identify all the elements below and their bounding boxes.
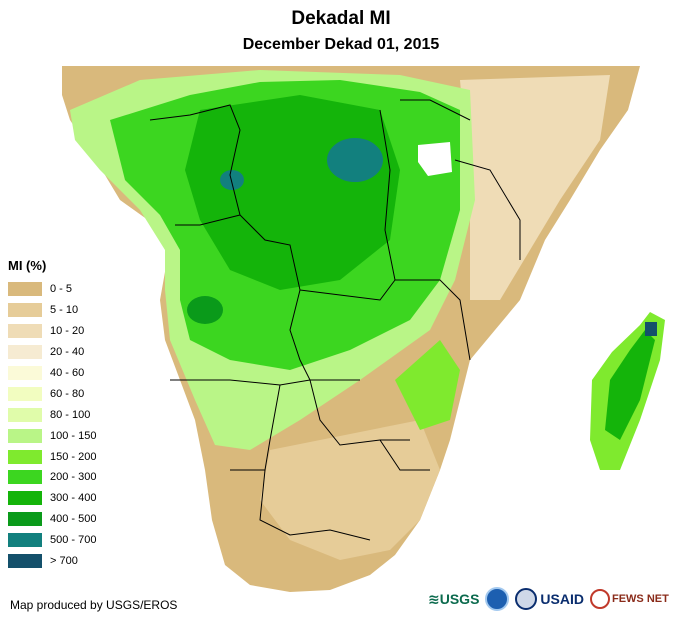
legend-label: 40 - 60 xyxy=(50,367,85,379)
legend-swatch xyxy=(8,533,42,548)
fews-circle-icon xyxy=(589,589,610,609)
legend-swatch xyxy=(8,366,42,380)
legend-item: 300 - 400 xyxy=(8,488,96,509)
legend-item: 20 - 40 xyxy=(8,342,96,363)
tan-transition-south xyxy=(260,420,440,560)
legend: MI (%) 0 - 5 5 - 10 10 - 20 20 - 40 40 - 60 6… xyxy=(8,258,96,571)
noaa-logo xyxy=(485,587,510,611)
legend-label: 150 - 200 xyxy=(50,450,97,463)
legend-label: 10 - 20 xyxy=(50,325,85,338)
legend-item: 100 - 150 xyxy=(8,425,96,446)
legend-swatch xyxy=(8,345,42,360)
legend-label: > 700 xyxy=(50,555,78,568)
legend-label: 80 - 100 xyxy=(50,408,91,421)
legend-label: 5 - 10 xyxy=(50,304,79,317)
legend-swatch xyxy=(8,554,42,569)
legend-swatch xyxy=(8,470,42,485)
mi-very-high-spot xyxy=(220,170,244,190)
lake-victoria xyxy=(418,142,452,176)
legend-label: 100 - 150 xyxy=(50,429,97,442)
usaid-seal-icon xyxy=(515,588,538,610)
mi-very-high-spot xyxy=(327,138,383,182)
legend-item: 0 - 5 xyxy=(8,279,96,300)
usgs-logo: ≋ USGS xyxy=(428,590,480,608)
credit-text: Map produced by USGS/EROS xyxy=(10,598,178,612)
legend-item: 60 - 80 xyxy=(8,383,96,404)
legend-swatch xyxy=(8,324,42,339)
legend-swatch xyxy=(8,282,42,297)
legend-item: 40 - 60 xyxy=(8,363,96,384)
mi-very-high-spot xyxy=(645,322,657,336)
legend-swatch xyxy=(8,428,42,443)
legend-item: 150 - 200 xyxy=(8,446,96,467)
legend-item: 500 - 700 xyxy=(8,530,96,551)
legend-swatch xyxy=(8,303,42,318)
legend-item: 400 - 500 xyxy=(8,509,96,530)
legend-title: MI (%) xyxy=(8,258,47,273)
legend-swatch xyxy=(8,386,42,401)
usaid-logo: USAID xyxy=(515,588,584,610)
legend-item: 80 - 100 xyxy=(8,404,96,425)
legend-swatch xyxy=(8,512,42,527)
madagascar-core xyxy=(605,330,655,440)
legend-label: 20 - 40 xyxy=(50,346,85,359)
legend-swatch xyxy=(8,491,42,506)
tan-transition-east xyxy=(460,75,610,300)
map-subtitle: December Dekad 01, 2015 xyxy=(242,36,440,53)
legend-label: 400 - 500 xyxy=(50,513,97,526)
legend-swatch xyxy=(8,407,42,422)
legend-label: 0 - 5 xyxy=(50,283,73,296)
mi-very-high-spot xyxy=(187,296,223,324)
mi-green-coast xyxy=(395,340,460,430)
fews-net-logo: FEWS NET xyxy=(589,589,669,609)
logo-strip: ≋ USGS USAID FEWS NET xyxy=(428,583,676,615)
legend-label: 60 - 80 xyxy=(50,387,85,400)
legend-item: 5 - 10 xyxy=(8,300,96,321)
legend-label: 200 - 300 xyxy=(50,471,97,484)
legend-item: 10 - 20 xyxy=(8,321,96,342)
country-borders xyxy=(149,99,521,541)
map-title: Dekadal MI xyxy=(291,8,391,29)
legend-label: 500 - 700 xyxy=(50,534,97,547)
legend-item: 200 - 300 xyxy=(8,467,96,488)
legend-item: > 700 xyxy=(8,551,96,572)
legend-swatch xyxy=(8,449,42,464)
legend-label: 300 - 400 xyxy=(50,492,97,505)
